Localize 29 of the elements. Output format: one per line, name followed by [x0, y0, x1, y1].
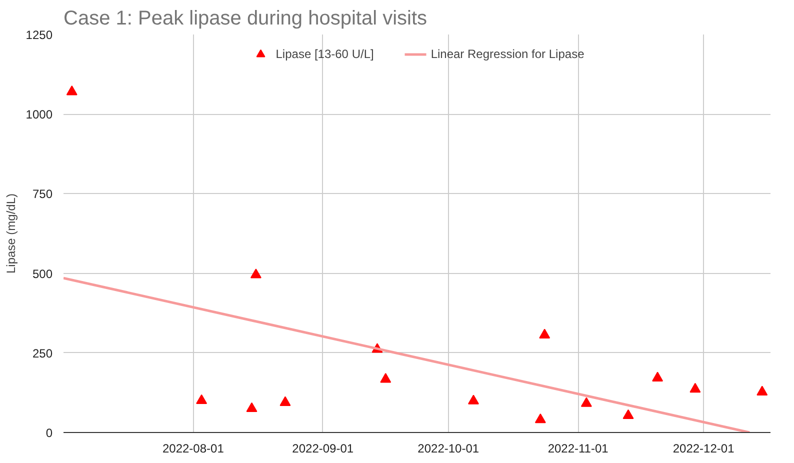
y-tick-label: 250 — [32, 346, 53, 360]
y-tick-label: 500 — [32, 266, 53, 281]
legend-label: Lipase [13-60 U/L] — [276, 47, 374, 61]
x-tick-label: 2022-09-01 — [292, 442, 354, 456]
point — [66, 86, 78, 96]
point — [622, 409, 634, 420]
point — [380, 373, 392, 383]
point — [756, 386, 768, 396]
y-tick-label: 0 — [46, 426, 53, 440]
y-axis-title: Lipase (mg/dL) — [4, 193, 18, 274]
point — [652, 372, 664, 382]
x-tick-label: 2022-12-01 — [672, 442, 735, 456]
point — [534, 413, 546, 424]
x-tick-label: 2022-10-01 — [418, 442, 480, 456]
point — [196, 394, 208, 404]
x-tick-label: 2022-11-01 — [548, 442, 609, 456]
point — [250, 268, 262, 278]
point — [246, 402, 258, 412]
point — [690, 382, 701, 393]
y-tick-label: 750 — [32, 187, 53, 202]
x-tick-label: 2022-08-01 — [162, 442, 224, 456]
chart-title: Case 1: Peak lipase during hospital visits — [64, 8, 428, 30]
point — [580, 397, 592, 407]
point — [280, 396, 291, 406]
legend-label: Linear Regression for Lipase — [430, 47, 584, 61]
y-tick-label: 1000 — [26, 108, 53, 122]
y-tick-label: 1250 — [26, 28, 53, 42]
point — [539, 328, 550, 338]
point — [468, 394, 479, 404]
